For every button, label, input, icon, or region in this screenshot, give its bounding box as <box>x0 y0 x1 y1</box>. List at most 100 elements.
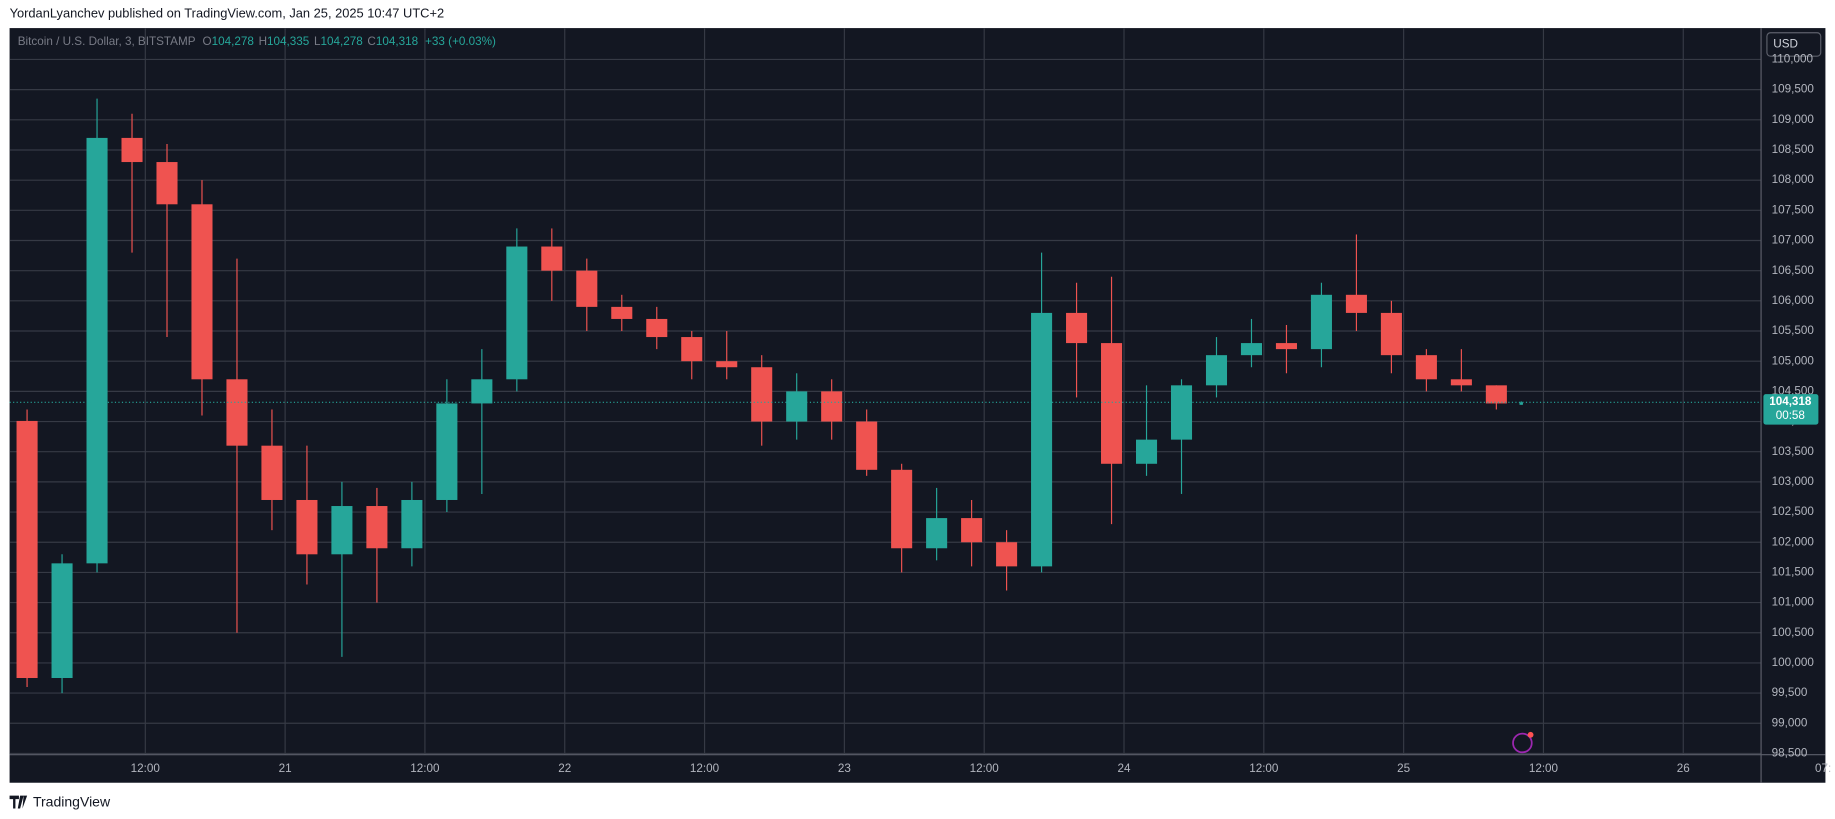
candle-body <box>471 379 493 404</box>
candle-body <box>1415 355 1437 380</box>
legend-title: Bitcoin / U.S. Dollar, 3, BITSTAMP <box>18 35 196 48</box>
x-tick-label: 21 <box>279 762 292 775</box>
candle-body <box>506 246 528 380</box>
y-tick-label: 109,000 <box>1772 113 1815 126</box>
y-tick-label: 98,500 <box>1772 747 1808 760</box>
countdown: 00:58 <box>1776 409 1805 422</box>
y-tick-label: 107,000 <box>1772 234 1815 247</box>
y-tick-label: 102,000 <box>1772 535 1815 548</box>
legend: Bitcoin / U.S. Dollar, 3, BITSTAMP O104,2… <box>18 35 496 48</box>
x-tick-label: 12:00 <box>970 762 1000 775</box>
y-tick-label: 108,500 <box>1772 143 1815 156</box>
candle-body <box>1170 385 1193 440</box>
x-tick-label: 25 <box>1397 762 1411 775</box>
candle-body <box>1450 379 1472 386</box>
y-tick-label: 103,500 <box>1772 445 1815 458</box>
candle-body <box>1485 385 1507 404</box>
candle-body <box>1345 294 1367 313</box>
candle-body <box>1031 312 1053 567</box>
candle-body <box>821 391 843 422</box>
legend-key: C <box>367 35 375 48</box>
x-tick-label: 22 <box>558 762 571 775</box>
x-tick-label: 26 <box>1677 762 1690 775</box>
candle-body <box>121 137 143 163</box>
candle-body <box>1066 312 1088 344</box>
candle-body <box>1135 439 1158 464</box>
candle-body <box>51 563 73 679</box>
candle-body <box>296 499 318 555</box>
candle-body <box>1101 343 1123 464</box>
candle-body <box>891 469 913 549</box>
footer: TradingView <box>33 793 111 809</box>
plot <box>9 28 1762 755</box>
y-tick-label: 102,500 <box>1772 505 1815 518</box>
candle-body <box>716 361 738 368</box>
legend-value: 104,335 <box>267 35 310 48</box>
price-tag-value: 104,318 <box>1769 395 1812 408</box>
x-tick-label: 12:00 <box>690 762 720 775</box>
icon[interactable] <box>1512 731 1534 754</box>
legend-value: 104,318 <box>376 35 418 48</box>
candle-body <box>1310 294 1332 350</box>
candle-body <box>191 204 213 380</box>
header: YordanLyanchev published on TradingView.… <box>10 5 445 20</box>
y-tick-label: 106,000 <box>1772 294 1815 307</box>
y-tick-label: 101,000 <box>1772 596 1815 609</box>
candle-body <box>226 379 248 446</box>
candle-body <box>331 506 353 555</box>
y-tick-label: 103,000 <box>1772 475 1815 488</box>
candle-body <box>786 391 808 422</box>
x-tick-label: 12:00 <box>410 762 440 775</box>
candle-body <box>681 337 703 362</box>
y-tick-label: 100,000 <box>1772 656 1815 669</box>
x-tick-label: 12:00 <box>1249 762 1279 775</box>
y-tick-label: 106,500 <box>1772 264 1815 277</box>
candle-body <box>1380 312 1402 356</box>
candle-body <box>611 306 633 319</box>
candle-body <box>156 162 178 205</box>
y-tick-label: 110,000 <box>1772 53 1814 66</box>
x-tick-label: 12:00 <box>1529 762 1559 775</box>
candle-body <box>1275 343 1297 350</box>
y-tick-label: 108,000 <box>1772 173 1815 186</box>
y-tick-label: 99,500 <box>1772 686 1808 699</box>
legend-value: 104,278 <box>212 35 254 48</box>
candle-body <box>261 445 283 500</box>
y-tick-label: 109,500 <box>1772 83 1815 96</box>
candle-body <box>996 542 1018 567</box>
legend-value: 104,278 <box>320 35 362 48</box>
candle-body <box>926 518 948 549</box>
candle-body <box>541 246 563 271</box>
y-tick-label: 99,000 <box>1772 716 1808 729</box>
y-tick-label: 107,500 <box>1772 203 1815 216</box>
legend-key: H <box>259 35 267 48</box>
x-tick-label: 23 <box>838 762 851 775</box>
y-tick-label: 100,500 <box>1772 626 1815 639</box>
candle-body <box>576 270 598 307</box>
candle-body <box>751 367 773 422</box>
candle-body <box>1205 355 1228 386</box>
candle-body <box>646 318 668 338</box>
y-tick-label: 101,500 <box>1772 565 1815 578</box>
y-tick-label: 105,000 <box>1772 354 1815 367</box>
currency-box[interactable] <box>1766 32 1822 57</box>
candle-body <box>1519 402 1523 405</box>
chart-bg <box>9 28 1826 783</box>
candle-body <box>16 420 38 679</box>
y-tick-label: 105,500 <box>1772 324 1815 337</box>
x-tick-label: 12:00 <box>131 762 161 775</box>
legend-change: +33 (+0.03%) <box>425 35 496 48</box>
candle-body <box>366 506 388 549</box>
candle-body <box>856 421 878 470</box>
legend-key: L <box>314 35 321 48</box>
x-tick-label: 07: <box>1815 762 1831 775</box>
candle-body <box>86 137 108 564</box>
candle-body <box>1240 343 1263 356</box>
candle-body <box>436 403 458 500</box>
candle-body <box>961 518 983 543</box>
logo <box>9 795 28 809</box>
currency: USD <box>1773 38 1798 51</box>
legend-key: O <box>203 35 212 48</box>
